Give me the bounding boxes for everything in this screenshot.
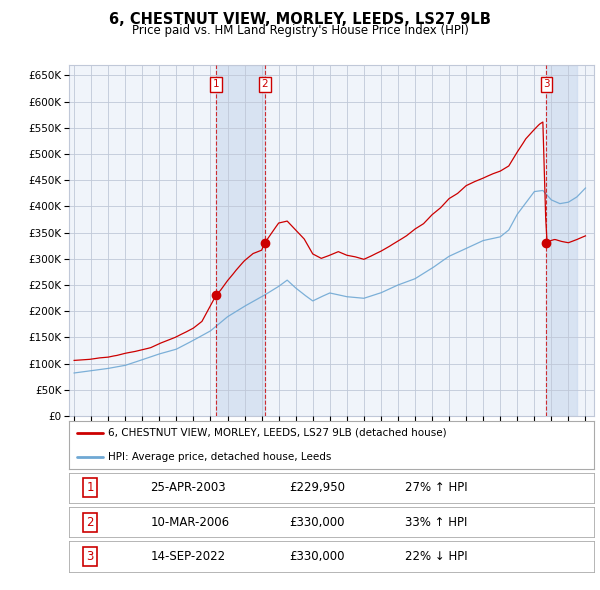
Text: 22% ↓ HPI: 22% ↓ HPI	[405, 550, 467, 563]
Text: £229,950: £229,950	[290, 481, 346, 494]
Bar	[216, 65, 265, 416]
Text: 10-MAR-2006: 10-MAR-2006	[151, 516, 229, 529]
Text: 2: 2	[262, 79, 268, 89]
Text: 3: 3	[543, 79, 550, 89]
Text: 1: 1	[212, 79, 219, 89]
Text: Price paid vs. HM Land Registry's House Price Index (HPI): Price paid vs. HM Land Registry's House …	[131, 24, 469, 37]
Text: £330,000: £330,000	[290, 550, 345, 563]
Text: 1: 1	[86, 481, 94, 494]
Text: 3: 3	[86, 550, 94, 563]
Text: HPI: Average price, detached house, Leeds: HPI: Average price, detached house, Leed…	[109, 452, 332, 462]
Text: 14-SEP-2022: 14-SEP-2022	[151, 550, 226, 563]
Text: 2: 2	[86, 516, 94, 529]
Text: 6, CHESTNUT VIEW, MORLEY, LEEDS, LS27 9LB (detached house): 6, CHESTNUT VIEW, MORLEY, LEEDS, LS27 9L…	[109, 428, 447, 438]
Text: 6, CHESTNUT VIEW, MORLEY, LEEDS, LS27 9LB: 6, CHESTNUT VIEW, MORLEY, LEEDS, LS27 9L…	[109, 12, 491, 27]
Bar	[547, 65, 577, 416]
Text: £330,000: £330,000	[290, 516, 345, 529]
Text: 25-APR-2003: 25-APR-2003	[151, 481, 226, 494]
Text: 27% ↑ HPI: 27% ↑ HPI	[405, 481, 467, 494]
Text: 33% ↑ HPI: 33% ↑ HPI	[405, 516, 467, 529]
